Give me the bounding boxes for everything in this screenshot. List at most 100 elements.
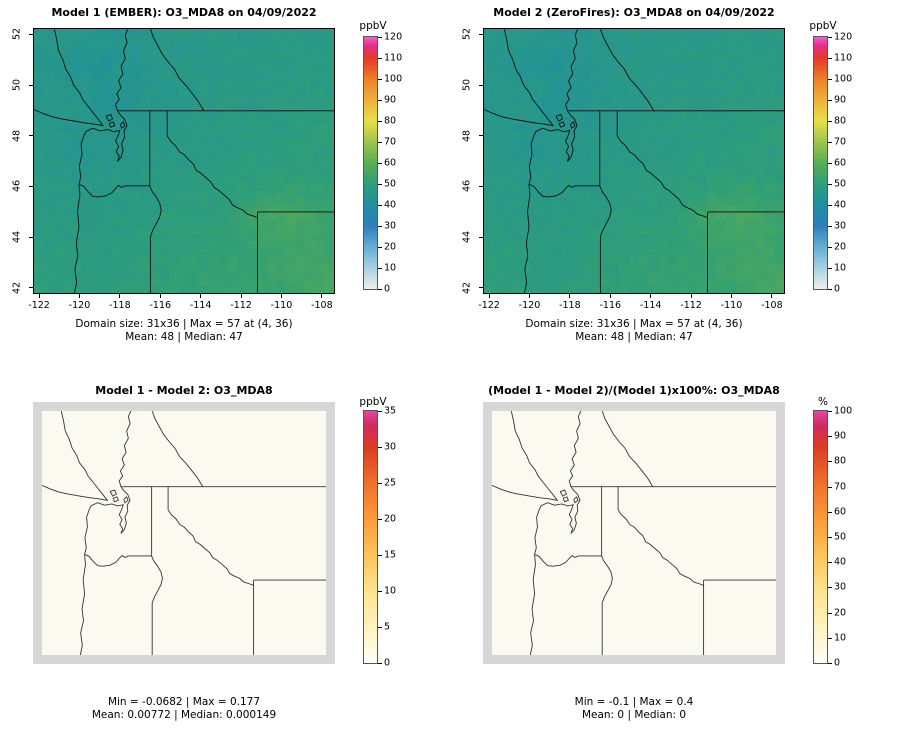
x-axis-tick (159, 294, 161, 298)
panel-title-model1: Model 1 (EMBER): O3_MDA8 on 04/09/2022 (51, 6, 317, 19)
x-axis-tick (488, 294, 490, 298)
stats-caption-line1: Min = -0.0682 | Max = 0.177 (107, 696, 261, 708)
outline-pacific-coast-puget-sound (75, 29, 128, 293)
colorbar-tick-label: 80 (834, 455, 847, 467)
outline-island-2 (570, 122, 575, 128)
colorbar-tick-label: 80 (834, 115, 847, 127)
outline-bc-ab-border (150, 29, 203, 111)
colorbar-tick-label: 80 (384, 115, 397, 127)
colorbar-tick-label: 70 (834, 136, 847, 148)
x-axis-tick-label: -116 (599, 300, 622, 311)
outline-or-id-border-snake (152, 556, 163, 655)
outline-wa-or-border-columbia (529, 184, 600, 197)
x-axis-tick (690, 294, 692, 298)
colorbar-tick (378, 289, 382, 290)
x-axis-tick-label: -112 (680, 300, 702, 311)
colorbar-tick-label: 10 (384, 262, 397, 274)
colorbar-tick-label: 50 (834, 531, 847, 543)
outline-or-id-border-snake (150, 186, 161, 293)
colorbar-tick-label: 90 (834, 430, 847, 442)
colorbar-tick-label: 40 (834, 556, 847, 568)
colorbar-tick-label: 60 (834, 506, 847, 518)
y-axis-tick-label: 42 (461, 281, 473, 294)
colorbar-tick (378, 555, 382, 556)
y-axis-tick-label: 46 (11, 180, 23, 193)
outline-bc-ab-border (602, 411, 653, 487)
y-axis-tick-label: 52 (11, 28, 23, 41)
x-axis-tick (650, 294, 652, 298)
y-axis-tick (479, 287, 483, 289)
y-axis-tick-label: 48 (11, 129, 23, 142)
x-axis-tick (38, 294, 40, 298)
colorbar-tick-label: 25 (384, 477, 397, 489)
outline-vancouver-island (484, 29, 553, 126)
colorbar-tick-label: 15 (384, 549, 397, 561)
y-axis-tick (29, 185, 33, 187)
outline-island-0 (556, 115, 563, 122)
outline-or-id-border-snake (602, 556, 613, 655)
colorbar-tick-label: 0 (834, 657, 841, 669)
outline-pacific-coast-puget-sound (80, 411, 131, 655)
x-axis-tick (78, 294, 80, 298)
colorbar-tick (828, 205, 832, 206)
colorbar-tick-label: 50 (834, 178, 847, 190)
colorbar-tick (378, 247, 382, 248)
colorbar-tick (828, 79, 832, 80)
outline-vancouver-island (42, 411, 107, 500)
colorbar-tick (378, 79, 382, 80)
colorbar-units-label: ppbV (359, 20, 387, 32)
colorbar-tick-label: 100 (834, 405, 853, 417)
y-axis-tick-label: 44 (461, 230, 473, 244)
colorbar-tick (828, 587, 832, 589)
outline-vancouver-island (492, 411, 557, 500)
y-axis-tick (479, 84, 483, 86)
colorbar-percent (813, 410, 828, 664)
outline-island-0 (106, 115, 113, 122)
panel-title-model2: Model 2 (ZeroFires): O3_MDA8 on 04/09/20… (493, 6, 775, 19)
colorbar-tick (828, 461, 832, 463)
percent-difference-field (492, 411, 776, 655)
y-axis-tick-label: 52 (461, 28, 473, 41)
colorbar-tick (828, 537, 832, 538)
outline-island-0 (560, 490, 566, 496)
y-axis-tick (479, 236, 483, 238)
outline-wa-or-border-columbia (79, 184, 150, 197)
colorbar-tick-label: 0 (384, 283, 391, 295)
colorbar-tick (828, 247, 832, 248)
colorbar-tick (378, 226, 382, 227)
y-axis-tick (479, 185, 483, 187)
stats-caption-line2: Mean: 0 | Median: 0 (581, 709, 687, 721)
stats-caption-line2: Mean: 48 | Median: 47 (125, 331, 243, 343)
outline-id-mt-border (618, 487, 703, 586)
y-axis-tick-label: 50 (461, 78, 473, 92)
x-axis-tick-label: -120 (68, 300, 91, 311)
colorbar-tick-label: 100 (834, 73, 853, 85)
x-axis-tick-label: -108 (311, 300, 333, 311)
y-axis-tick-label: 42 (11, 281, 23, 294)
colorbar-tick (378, 627, 382, 628)
colorbar-tick-label: 5 (384, 621, 391, 633)
colorbar-tick (828, 411, 832, 412)
colorbar-diff-ppbv (363, 410, 378, 664)
outline-island-0 (110, 490, 116, 496)
colorbar-tick (378, 447, 382, 448)
colorbar-tick (828, 58, 832, 59)
y-axis-tick-label: 48 (461, 129, 473, 142)
colorbar-tick-label: 20 (834, 241, 847, 253)
outline-wa-or-border-columbia (85, 554, 152, 566)
colorbar-tick-label: 30 (384, 220, 397, 232)
colorbar-tick (378, 121, 382, 122)
x-axis-tick-label: -108 (761, 300, 783, 311)
state-borders-overlay (34, 29, 334, 293)
stats-caption-line2: Mean: 0.00772 | Median: 0.000149 (91, 709, 277, 721)
x-axis-tick (771, 294, 773, 298)
colorbar-tick-label: 110 (834, 52, 853, 64)
y-axis-tick-label: 50 (11, 78, 23, 92)
outline-id-mt-border (168, 487, 253, 586)
x-axis-tick (321, 294, 323, 298)
colorbar-tick-label: 50 (384, 178, 397, 190)
colorbar-ppbv (813, 36, 828, 290)
outline-island-1 (563, 497, 568, 502)
x-axis-tick (609, 294, 611, 298)
state-borders-overlay (492, 411, 776, 655)
